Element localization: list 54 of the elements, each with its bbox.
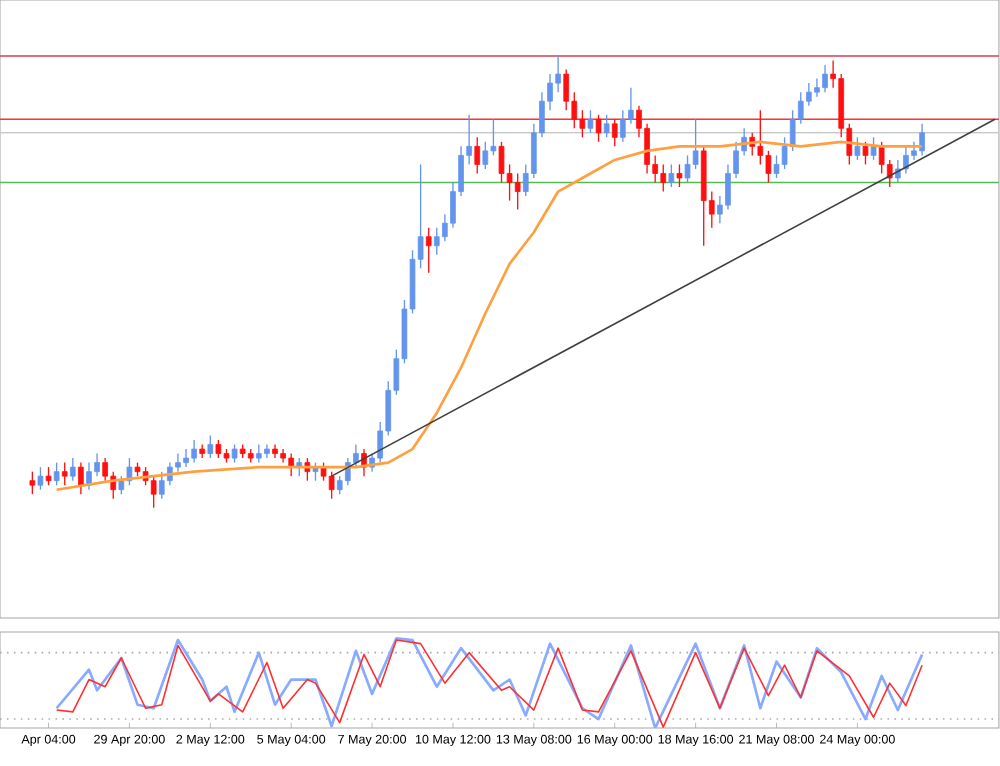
candlestick (183, 448, 189, 468)
candlestick (611, 118, 618, 148)
candlestick (288, 452, 295, 477)
candlestick (158, 470, 165, 500)
candlestick (86, 461, 92, 491)
candlestick (482, 141, 489, 170)
candlestick (78, 461, 84, 495)
candlestick (490, 118, 497, 157)
candlestick (595, 114, 602, 143)
candlestick (587, 109, 594, 134)
candlestick (870, 136, 877, 161)
candlestick (878, 141, 885, 175)
candlestick (344, 457, 351, 486)
candlestick (854, 136, 861, 161)
candlestick (765, 150, 772, 184)
candlestick (53, 461, 60, 486)
candlestick (919, 123, 925, 157)
candlestick (474, 136, 481, 175)
candlestick (862, 141, 869, 166)
candlestick (102, 457, 108, 482)
candlestick (668, 163, 675, 188)
candlestick (61, 461, 68, 486)
candlestick (69, 457, 76, 482)
candlestick (773, 154, 780, 179)
candlestick (215, 439, 222, 459)
candlestick (37, 466, 44, 491)
candlestick (118, 475, 125, 495)
candlestick (781, 136, 788, 170)
candlestick (660, 163, 667, 193)
candlestick (29, 470, 36, 495)
candlestick (814, 77, 820, 98)
candlestick (498, 141, 505, 184)
candlestick (312, 461, 319, 482)
candlestick (684, 154, 691, 184)
candlestick (514, 172, 521, 211)
candlestick (256, 443, 262, 464)
candlestick (231, 443, 238, 464)
candlestick (757, 109, 764, 166)
candlestick (207, 434, 214, 459)
candlestick (191, 439, 197, 464)
candlestick (903, 145, 909, 175)
candlestick (603, 114, 610, 138)
candlestick (579, 109, 586, 138)
candlestick (328, 470, 335, 500)
candlestick (620, 109, 626, 143)
candlestick (320, 461, 327, 482)
candlestick (425, 227, 432, 274)
candlestick (150, 475, 157, 509)
candlestick (175, 452, 181, 473)
candlestick (45, 466, 52, 486)
candlestick (676, 163, 683, 188)
candlestick (789, 109, 796, 152)
candlestick (433, 227, 440, 256)
candlestick (822, 64, 828, 93)
